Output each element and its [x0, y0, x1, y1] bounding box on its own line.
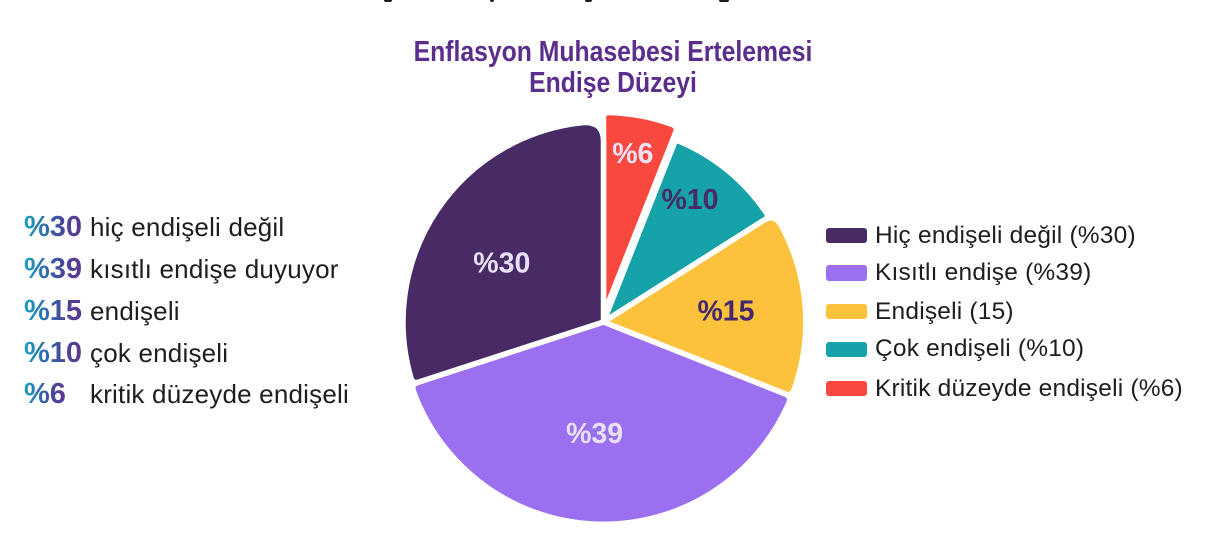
svg-text:%10: %10 [661, 184, 718, 216]
svg-text:%15: %15 [697, 295, 754, 327]
svg-text:%6: %6 [612, 138, 653, 170]
svg-text:%30: %30 [473, 247, 530, 279]
svg-text:%39: %39 [566, 418, 623, 450]
